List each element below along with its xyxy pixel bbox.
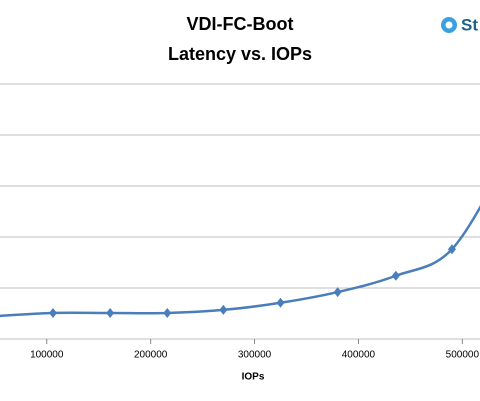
logo-text: St xyxy=(461,15,478,34)
marker xyxy=(391,270,400,281)
marker xyxy=(48,307,57,318)
x-tick-label: 500000 xyxy=(446,350,480,361)
marker xyxy=(219,304,228,315)
marker xyxy=(447,244,456,255)
x-tick-label: 200000 xyxy=(134,350,168,361)
plot-area xyxy=(0,205,480,318)
marker xyxy=(106,307,115,318)
logo-icon-hole xyxy=(445,21,453,29)
x-tick-label: 100000 xyxy=(30,350,64,361)
marker xyxy=(163,307,172,318)
marker xyxy=(333,287,342,298)
x-tick-label: 300000 xyxy=(238,350,272,361)
marker xyxy=(0,314,1,318)
x-axis-label: IOPs xyxy=(242,372,265,383)
chart-subtitle: Latency vs. IOPs xyxy=(168,44,312,64)
marker xyxy=(276,297,285,308)
logo: St xyxy=(441,15,478,34)
series-line xyxy=(0,205,480,318)
x-tick-label: 400000 xyxy=(342,350,376,361)
chart-title: VDI-FC-Boot xyxy=(187,14,294,34)
